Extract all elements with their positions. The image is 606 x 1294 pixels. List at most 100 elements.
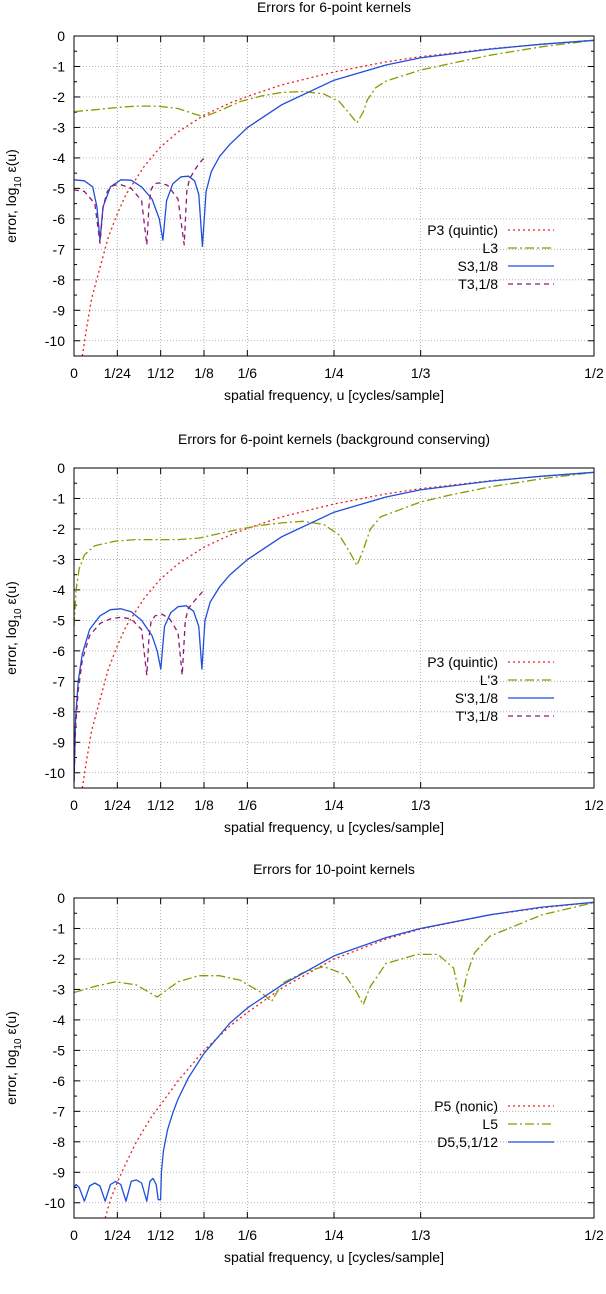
plot-frame bbox=[73, 467, 595, 789]
y-tick-label: -9 bbox=[53, 734, 66, 750]
x-tick-label: 1/24 bbox=[104, 365, 131, 381]
x-tick-label: 1/2 bbox=[584, 797, 604, 813]
y-tick-label: -9 bbox=[53, 302, 66, 318]
y-tick-label: -2 bbox=[53, 89, 66, 105]
y-tick-label: -7 bbox=[53, 1103, 66, 1119]
grid bbox=[74, 468, 594, 788]
y-tick-label: -7 bbox=[53, 241, 66, 257]
legend-entry-label: S'3,1/8 bbox=[455, 690, 498, 706]
y-axis-label-tail: ε(u) bbox=[3, 1011, 19, 1038]
x-tick-label: 1/24 bbox=[104, 1227, 131, 1243]
x-tick-label: 0 bbox=[70, 365, 78, 381]
y-tick-label: -1 bbox=[53, 58, 66, 74]
y-tick-label: -3 bbox=[53, 551, 66, 567]
y-tick-label: -8 bbox=[53, 1134, 66, 1150]
x-tick-label: 1/4 bbox=[324, 1227, 344, 1243]
y-axis-label-tail: ε(u) bbox=[3, 149, 19, 176]
legend-entry-label: P5 (nonic) bbox=[434, 1098, 498, 1114]
tick-labels: 0 1/24 1/12 1/8 1/6 1/4 1/3 1/2 0 -1 -2 -3 -4 -5 -6 -7 -… bbox=[45, 460, 604, 813]
x-tick-label: 1/8 bbox=[194, 797, 214, 813]
legend-entry-label: L3 bbox=[482, 240, 498, 256]
tick-labels: 0 1/24 1/12 1/8 1/6 1/4 1/3 1/2 0 -1 -2 -3 -4 -5 -6 -7 -… bbox=[45, 890, 604, 1243]
chart-title: Errors for 10-point kernels bbox=[253, 861, 415, 877]
y-tick-label: -7 bbox=[53, 673, 66, 689]
x-tick-label: 1/6 bbox=[238, 365, 258, 381]
x-tick-label: 1/4 bbox=[324, 365, 344, 381]
y-tick-label: -5 bbox=[53, 1042, 66, 1058]
y-tick-label: -6 bbox=[53, 1073, 66, 1089]
y-axis-label: error, log10 ε(u) bbox=[3, 581, 24, 675]
y-tick-label: -8 bbox=[53, 704, 66, 720]
y-axis-label: error, log10 ε(u) bbox=[3, 1011, 24, 1105]
chart-panel-2: Errors for 6-point kernels (background c… bbox=[3, 431, 604, 835]
y-axis-label-sub: 10 bbox=[13, 608, 24, 620]
y-tick-label: 0 bbox=[57, 28, 65, 44]
series-group bbox=[74, 471, 594, 788]
x-tick-label: 1/3 bbox=[411, 1227, 431, 1243]
x-tick-label: 1/12 bbox=[147, 797, 174, 813]
legend-entry-label: T'3,1/8 bbox=[456, 708, 499, 724]
y-tick-label: -3 bbox=[53, 119, 66, 135]
x-tick-label: 1/4 bbox=[324, 797, 344, 813]
x-tick-label: 1/6 bbox=[238, 797, 258, 813]
y-tick-label: -1 bbox=[53, 490, 66, 506]
x-tick-label: 0 bbox=[70, 1227, 78, 1243]
x-tick-label: 1/24 bbox=[104, 797, 131, 813]
chart-panel-3: Errors for 10-point kernels 0 1/24 1/12 1/8 1… bbox=[3, 861, 604, 1265]
x-tick-label: 1/3 bbox=[411, 365, 431, 381]
y-tick-label: -2 bbox=[53, 951, 66, 967]
legend-entry-label: D5,5,1/12 bbox=[437, 1134, 498, 1150]
y-axis-label-main: error, log bbox=[3, 1050, 19, 1105]
x-axis-label: spatial frequency, u [cycles/sample] bbox=[224, 819, 444, 835]
y-tick-label: -10 bbox=[45, 765, 65, 781]
grid bbox=[74, 898, 594, 1218]
y-tick-label: 0 bbox=[57, 460, 65, 476]
plot-frame bbox=[73, 35, 595, 357]
chart-panel-1: Errors for 6-point kernels 0 1/24 1/12 1/8 1/… bbox=[3, 0, 604, 403]
x-tick-label: 0 bbox=[70, 797, 78, 813]
series-line-3 bbox=[74, 901, 594, 1202]
x-tick-label: 1/2 bbox=[584, 365, 604, 381]
y-tick-label: -10 bbox=[45, 1195, 65, 1211]
y-tick-label: 0 bbox=[57, 890, 65, 906]
series-group bbox=[74, 39, 594, 356]
plot-frame bbox=[73, 897, 595, 1219]
x-axis-label: spatial frequency, u [cycles/sample] bbox=[224, 1249, 444, 1265]
x-axis-label: spatial frequency, u [cycles/sample] bbox=[224, 387, 444, 403]
y-tick-label: -4 bbox=[53, 1012, 66, 1028]
y-tick-label: -3 bbox=[53, 981, 66, 997]
series-line-2 bbox=[74, 39, 594, 124]
series-line-4 bbox=[74, 157, 205, 246]
legend: P5 (nonic) L5 D5,5,1/12 bbox=[434, 1098, 554, 1150]
x-tick-label: 1/12 bbox=[147, 1227, 174, 1243]
y-tick-label: -10 bbox=[45, 333, 65, 349]
x-tick-label: 1/6 bbox=[238, 1227, 258, 1243]
y-axis-label-sub: 10 bbox=[13, 176, 24, 188]
chart-title: Errors for 6-point kernels bbox=[257, 0, 411, 15]
series-line-2 bbox=[74, 471, 594, 627]
y-tick-label: -8 bbox=[53, 272, 66, 288]
legend-entry-label: L'3 bbox=[480, 672, 498, 688]
series-line-1 bbox=[104, 901, 594, 1218]
series-group bbox=[74, 901, 594, 1218]
y-tick-label: -6 bbox=[53, 643, 66, 659]
y-axis-label: error, log10 ε(u) bbox=[3, 149, 24, 243]
series-line-4 bbox=[74, 589, 205, 782]
legend-entry-label: P3 (quintic) bbox=[427, 222, 498, 238]
x-tick-label: 1/8 bbox=[194, 365, 214, 381]
y-tick-label: -4 bbox=[53, 582, 66, 598]
y-tick-label: -5 bbox=[53, 180, 66, 196]
legend-entry-label: L5 bbox=[482, 1116, 498, 1132]
y-tick-label: -1 bbox=[53, 920, 66, 936]
tick-labels: 0 1/24 1/12 1/8 1/6 1/4 1/3 1/2 0 -1 -2 -3 -4 -5 -6 -7 -… bbox=[45, 28, 604, 381]
series-line-3 bbox=[74, 39, 594, 247]
legend-entry-label: P3 (quintic) bbox=[427, 654, 498, 670]
grid bbox=[74, 36, 594, 356]
x-tick-label: 1/8 bbox=[194, 1227, 214, 1243]
legend-entry-label: T3,1/8 bbox=[458, 276, 498, 292]
chart-title: Errors for 6-point kernels (background c… bbox=[178, 431, 490, 447]
x-tick-label: 1/3 bbox=[411, 797, 431, 813]
y-tick-label: -6 bbox=[53, 211, 66, 227]
y-tick-label: -2 bbox=[53, 521, 66, 537]
